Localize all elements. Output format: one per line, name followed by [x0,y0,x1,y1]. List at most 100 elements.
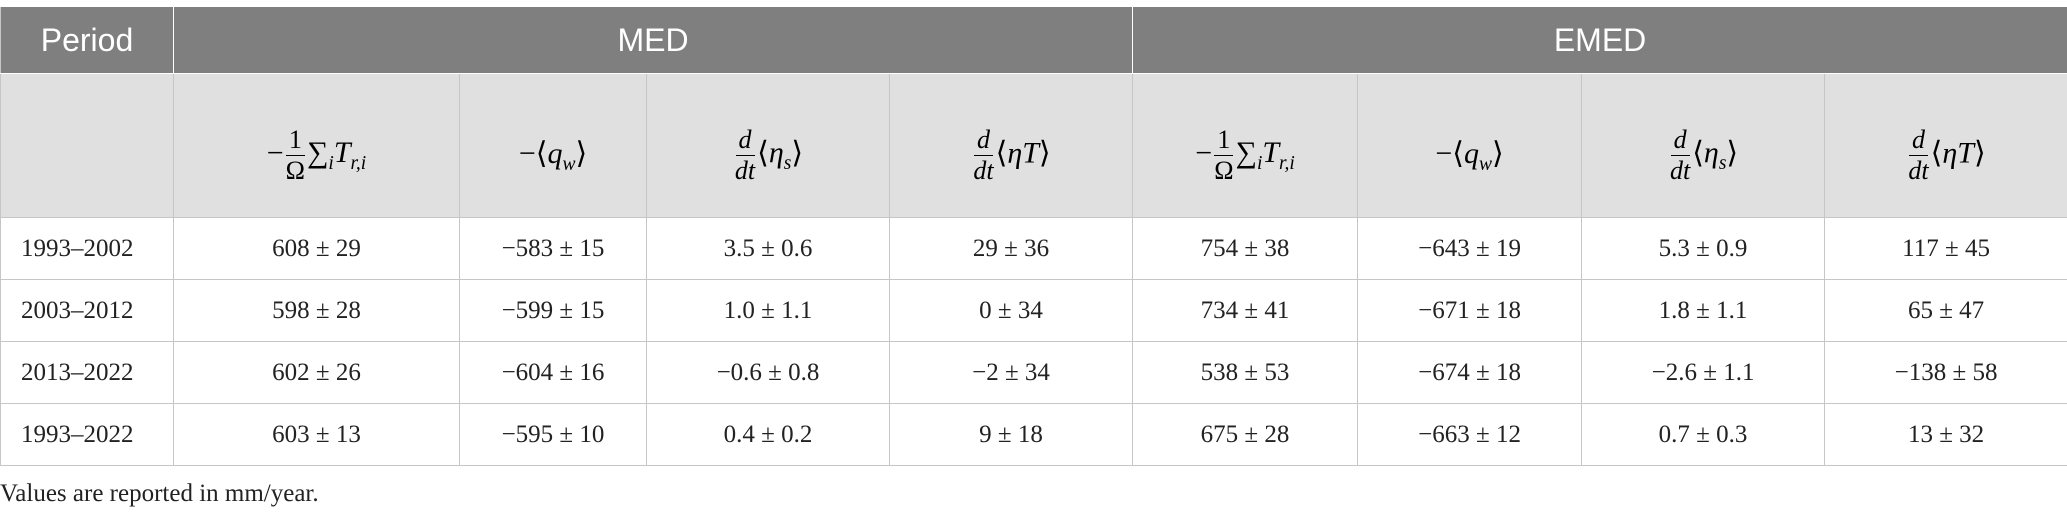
symbol: ηs [768,136,791,174]
symbol-text: ⟩ [1973,136,1986,170]
symbol: ⟨ [1692,136,1704,169]
formula-header: −1 Ω ∑iTr,i [173,73,460,218]
value-cell: 675 ± 28 [1132,403,1359,466]
value-cell: −671 ± 18 [1357,279,1583,342]
symbol-text: q [547,136,563,170]
fraction: d dt [1670,125,1690,186]
subscript: r,i [1279,153,1295,175]
value-cell: −663 ± 12 [1357,403,1583,466]
value-cell: 602 ± 26 [173,341,460,404]
period-cell: 1993–2022 [0,403,174,466]
value-cell: 1.0 ± 1.1 [646,279,890,342]
data-table: Period MED EMED −1 Ω ∑iTr,i −⟨qw⟩ d dt ⟨ηs⟩ d dt ⟨… [0,6,2067,466]
subscript: s [783,153,792,175]
symbol-text: ∑ [1235,136,1257,170]
value-cell: 603 ± 13 [173,403,460,466]
value-cell: −595 ± 10 [459,403,647,466]
denominator: Ω [1214,156,1234,185]
symbol-text: q [1463,136,1479,170]
symbol: ⟩ [1974,136,1986,169]
period-cell: 2003–2012 [0,279,174,342]
symbol-text: ⟩ [791,136,804,170]
symbol-text: ∑ [307,136,329,170]
value-cell: 754 ± 38 [1132,217,1359,280]
denominator: dt [1669,156,1691,185]
symbol: ⟩ [1039,136,1051,169]
symbol: ηT [1942,136,1974,169]
period-header: Period [0,6,174,74]
symbol: ⟩ [575,137,587,170]
denominator: dt [973,156,994,185]
symbol-text: η [768,136,784,170]
symbol: Tr,i [1262,136,1294,174]
period-cell: 1993–2002 [0,217,174,280]
empty-header [0,73,174,218]
formula-header: −⟨qw⟩ [1357,73,1583,218]
value-cell: −674 ± 18 [1357,341,1583,404]
numerator: 1 [285,125,305,156]
value-cell: 734 ± 41 [1132,279,1359,342]
symbol: Tr,i [333,136,366,174]
data-row: 1993–2022 603 ± 13 −595 ± 10 0.4 ± 0.2 9 ± 1… [0,403,2067,466]
group-header: EMED [1132,6,2067,74]
subscript: s [1718,153,1727,175]
value-cell: −599 ± 15 [459,279,647,342]
symbol-text: T [1262,136,1280,170]
symbol-text: ⟩ [1726,136,1739,170]
symbol-text: ⟩ [575,136,588,170]
value-cell: −643 ± 19 [1357,217,1583,280]
symbol-text: − [1195,136,1213,170]
symbol-text: ⟨ [1930,136,1943,170]
value-cell: 608 ± 29 [173,217,460,280]
period-cell: 2013–2022 [0,341,174,404]
numerator: d [735,125,755,156]
subscript: i [328,153,334,175]
value-cell: 0.7 ± 0.3 [1581,403,1826,466]
value-cell: 5.3 ± 0.9 [1581,217,1826,280]
value-cell: 0.4 ± 0.2 [646,403,890,466]
value-cell: 1.8 ± 1.1 [1581,279,1826,342]
header-row: Period MED EMED [0,6,2067,74]
symbol: ⟩ [1492,137,1504,170]
symbol-text: ⟨ [995,136,1008,170]
symbol: ηT [1007,136,1039,169]
value-cell: 538 ± 53 [1132,341,1359,404]
subscript: r,i [350,153,367,175]
symbol-text: −⟨ [518,136,548,170]
numerator: d [974,125,993,156]
formula-header: d dt ⟨ηs⟩ [1581,73,1826,218]
numerator: 1 [1214,125,1234,156]
symbol-text: η [1703,136,1719,170]
value-cell: 65 ± 47 [1824,279,2067,342]
symbol: qw [547,136,575,175]
symbol-text: ⟩ [1492,136,1504,170]
value-cell: 117 ± 45 [1824,217,2067,280]
symbol-text: −⟨ [1435,136,1464,170]
data-row: 2013–2022 602 ± 26 −604 ± 16 −0.6 ± 0.8 −2 ±… [0,341,2067,404]
fraction: d dt [735,125,755,186]
symbol-text: T [333,136,351,170]
value-cell: 13 ± 32 [1824,403,2067,466]
formula-header: d dt ⟨ηs⟩ [646,73,890,218]
value-cell: 9 ± 18 [888,403,1134,466]
value-cell: −138 ± 58 [1824,341,2067,404]
value-cell: −583 ± 15 [459,217,647,280]
formula-header: −⟨qw⟩ [459,73,647,218]
data-row: 1993–2002 608 ± 29 −583 ± 15 3.5 ± 0.6 29 ± … [0,217,2067,280]
formula-header: d dt ⟨ηT⟩ [1824,73,2067,218]
formula-header: d dt ⟨ηT⟩ [888,73,1134,218]
symbol: −⟨ [1435,137,1464,170]
value-cell: −2.6 ± 1.1 [1581,341,1826,404]
data-row: 2003–2012 598 ± 28 −599 ± 15 1.0 ± 1.1 0 ± 3… [0,279,2067,342]
numerator: d [1670,125,1690,156]
symbol: ⟨ [1931,136,1943,169]
denominator: dt [734,156,756,185]
symbol-text: − [266,136,284,170]
numerator: d [1909,125,1929,156]
symbol: ⟨ [757,136,769,169]
value-cell: −2 ± 34 [888,341,1134,404]
denominator: Ω [285,156,305,185]
